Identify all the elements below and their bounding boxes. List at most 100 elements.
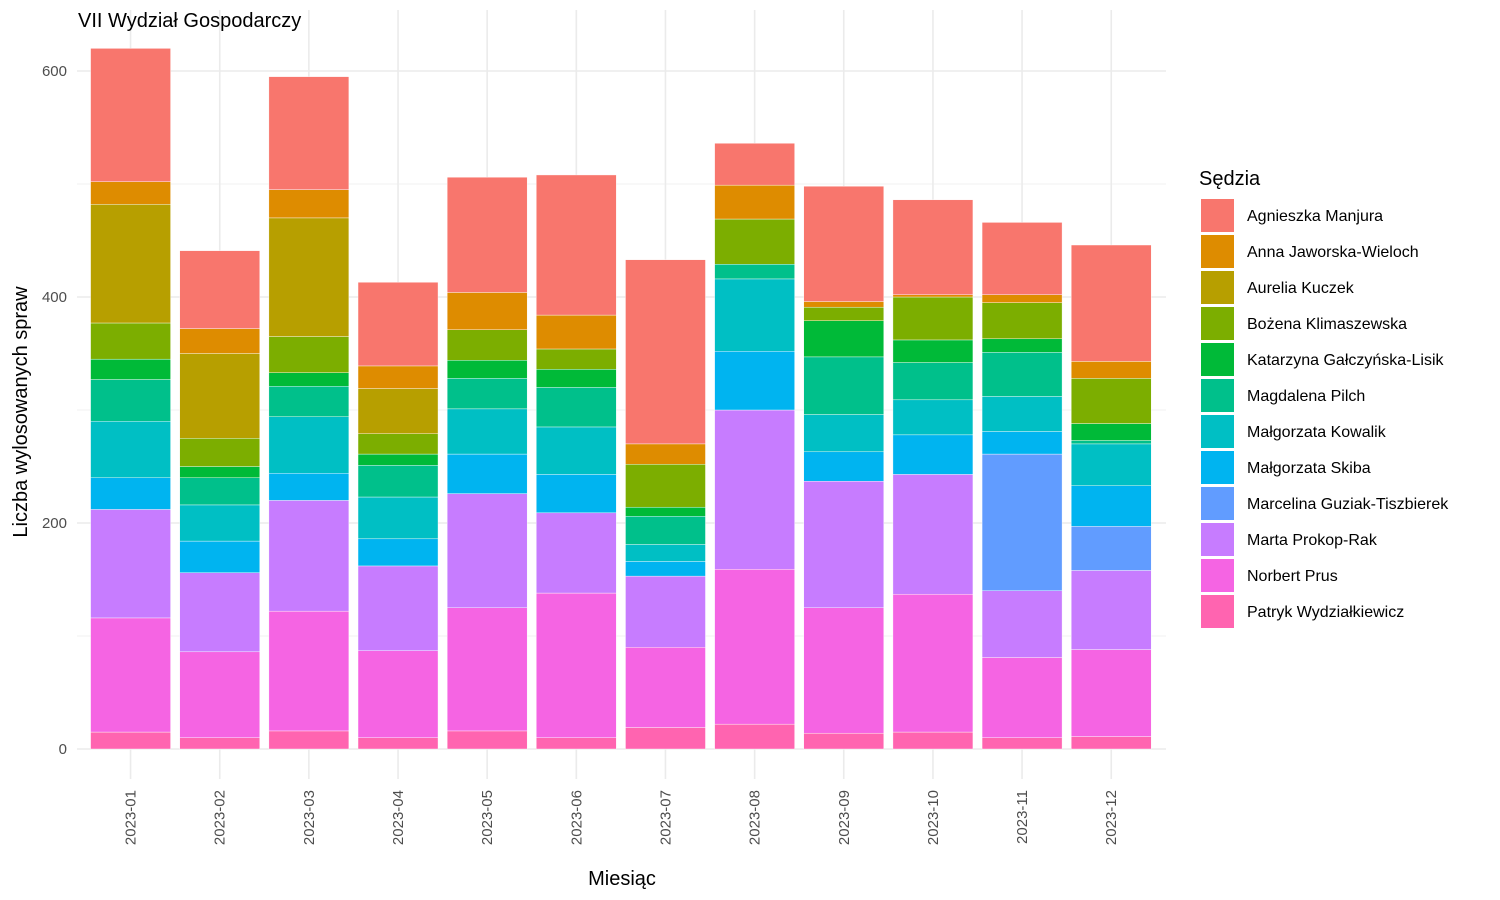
bar-segment	[981, 302, 1063, 340]
x-tick-label: 2023-02	[212, 790, 229, 845]
legend-label: Marcelina Guziak-Tiszbierek	[1247, 496, 1449, 513]
bar-segment	[1071, 485, 1152, 527]
x-tick-label: 2023-05	[479, 790, 496, 845]
bar-segment	[268, 416, 350, 474]
legend: Sędzia Agnieszka Manjura Anna Jaworska-Wi…	[1199, 168, 1449, 628]
bar-segment	[357, 453, 439, 466]
y-axis: 0 200 400 600	[42, 63, 67, 758]
bar-segment	[714, 184, 795, 220]
bar-segment	[357, 282, 439, 367]
bar-segment	[714, 143, 795, 186]
x-axis: 2023-01 2023-02 2023-03 2023-04 2023-05 2023-…	[123, 790, 1121, 845]
bar-segment	[90, 509, 171, 619]
bar-segment	[536, 592, 617, 738]
x-axis-title: Miesiąc	[588, 868, 656, 890]
legend-swatch	[1201, 487, 1234, 520]
bar-segment	[536, 737, 617, 750]
bar-segment	[536, 474, 617, 514]
bar-segment	[179, 737, 260, 750]
bar-segment	[179, 540, 260, 573]
bar-segment	[357, 565, 439, 651]
bar-segment	[268, 336, 350, 373]
bar-segment	[803, 732, 884, 750]
bar-segment	[981, 338, 1063, 353]
bar-segment	[179, 572, 260, 653]
bar-segment	[892, 199, 974, 295]
bar-segment	[446, 607, 528, 732]
bar-segment	[1071, 440, 1152, 445]
legend-swatch	[1201, 451, 1234, 484]
bar-segment	[446, 329, 528, 361]
legend-label: Norbert Prus	[1247, 568, 1338, 585]
bar-segment	[268, 500, 350, 612]
bar-segment	[892, 731, 974, 750]
bar-segment	[179, 353, 260, 439]
legend-swatch	[1201, 307, 1234, 340]
bar-segment	[981, 352, 1063, 397]
bar-segment	[625, 464, 706, 508]
bar-segment	[1071, 443, 1152, 486]
bar-segment	[714, 723, 795, 750]
bar-segment	[446, 453, 528, 494]
legend-swatch	[1201, 235, 1234, 268]
x-tick-label: 2023-08	[747, 790, 764, 845]
bar-segment	[268, 386, 350, 417]
bar-segment	[1071, 736, 1152, 750]
bar-segment	[803, 480, 884, 608]
bar-segment	[268, 372, 350, 387]
bar-segment	[892, 339, 974, 363]
bar-segment	[1071, 570, 1152, 650]
bar-segment	[803, 356, 884, 415]
y-tick-label: 400	[42, 289, 67, 306]
legend-label: Małgorzata Skiba	[1247, 460, 1371, 477]
bar-segment	[536, 387, 617, 428]
y-tick-label: 0	[59, 741, 67, 758]
x-tick-label: 2023-03	[301, 790, 318, 845]
legend-swatch	[1201, 595, 1234, 628]
bar-segment	[536, 174, 617, 316]
bar-segment	[981, 590, 1063, 658]
bar-segment	[625, 516, 706, 545]
bar-segment	[625, 259, 706, 445]
bar-segment	[357, 433, 439, 455]
chart-title: VII Wydział Gospodarczy	[78, 10, 301, 32]
legend-swatch	[1201, 343, 1234, 376]
bar-segment	[357, 650, 439, 738]
bar-segment	[357, 538, 439, 567]
bar-segment	[268, 76, 350, 190]
legend-label: Anna Jaworska-Wieloch	[1247, 244, 1419, 261]
bar-segment	[90, 322, 171, 360]
bar-segment	[892, 434, 974, 475]
bar-segment	[536, 512, 617, 594]
bar-segment	[536, 426, 617, 475]
bar-segment	[981, 396, 1063, 432]
bar-segment	[90, 477, 171, 510]
bar-segment	[536, 348, 617, 370]
bar-segment	[1071, 244, 1152, 362]
bar-segment	[446, 730, 528, 750]
legend-swatch	[1201, 559, 1234, 592]
legend-swatch	[1201, 271, 1234, 304]
bar-segment	[446, 408, 528, 455]
legend-swatch	[1201, 199, 1234, 232]
bar-segment	[536, 314, 617, 350]
bar-segment	[803, 306, 884, 321]
y-tick-label: 600	[42, 63, 67, 80]
y-tick-label: 200	[42, 515, 67, 532]
bar-segment	[892, 474, 974, 595]
bar-segment	[714, 218, 795, 265]
bar-segment	[625, 575, 706, 648]
bar-segment	[981, 294, 1063, 303]
bar-segment	[714, 351, 795, 411]
bar-segment	[90, 617, 171, 733]
bar-segment	[536, 369, 617, 388]
bar-segment	[892, 399, 974, 436]
bar-segment	[90, 181, 171, 205]
bar-segment	[803, 607, 884, 734]
bar-segment	[981, 737, 1063, 750]
bar-segment	[357, 737, 439, 750]
bar-segment	[625, 544, 706, 562]
bar-segment	[357, 496, 439, 540]
bar-segment	[90, 204, 171, 324]
